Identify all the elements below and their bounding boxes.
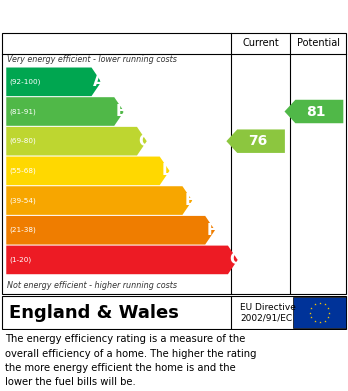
Polygon shape [6,127,147,156]
Text: Very energy efficient - lower running costs: Very energy efficient - lower running co… [7,55,177,64]
Text: 76: 76 [248,134,268,148]
Text: (1-20): (1-20) [9,256,31,263]
Text: (69-80): (69-80) [9,138,36,144]
Polygon shape [6,216,215,244]
Polygon shape [6,97,124,126]
Text: (81-91): (81-91) [9,108,36,115]
Polygon shape [285,100,343,123]
Text: (21-38): (21-38) [9,227,36,233]
Polygon shape [6,186,192,215]
Bar [293,298,346,328]
Text: A: A [93,74,105,89]
Text: (92-100): (92-100) [9,79,40,85]
Text: D: D [161,163,174,178]
Polygon shape [6,246,238,274]
Text: E: E [184,193,195,208]
Text: Not energy efficient - higher running costs: Not energy efficient - higher running co… [7,280,177,289]
Text: EU Directive: EU Directive [240,303,296,312]
Text: (55-68): (55-68) [9,168,36,174]
Polygon shape [6,68,101,96]
Text: Energy Efficiency Rating: Energy Efficiency Rating [9,9,230,24]
Text: Potential: Potential [297,38,340,48]
Text: 81: 81 [307,104,326,118]
Text: F: F [207,223,217,238]
Text: G: G [230,253,242,267]
Text: 2002/91/EC: 2002/91/EC [240,313,292,322]
Polygon shape [226,129,285,153]
Text: England & Wales: England & Wales [9,303,179,321]
Text: C: C [139,134,150,149]
Polygon shape [6,156,169,185]
Text: (39-54): (39-54) [9,197,36,204]
Text: B: B [116,104,128,119]
Text: Current: Current [242,38,279,48]
Text: The energy efficiency rating is a measure of the
overall efficiency of a home. T: The energy efficiency rating is a measur… [5,334,257,387]
